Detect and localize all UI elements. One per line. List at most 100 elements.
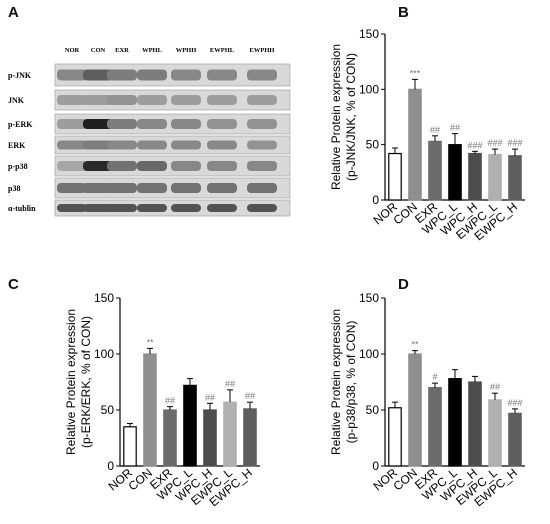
blot-band	[107, 183, 137, 193]
blot-row-label: p-p38	[8, 162, 28, 171]
blot-band	[207, 69, 237, 81]
blot-band	[247, 69, 277, 81]
blot-band	[83, 183, 113, 193]
blot-band	[247, 140, 277, 150]
y-tick-label: 150	[359, 291, 379, 305]
blot-band	[247, 204, 277, 212]
western-blot-image: NOR CON EXR WPHL WPHH EWPHL EWPHH p-JNK JNK p-ERK…	[8, 47, 291, 217]
bar	[468, 152, 482, 201]
bar	[203, 409, 217, 467]
blot-band	[247, 161, 277, 171]
lane-label-6: EWPHL	[210, 47, 235, 54]
blot-band	[83, 204, 113, 212]
blot-band	[137, 69, 167, 81]
blot-row-label: p-ERK	[8, 120, 33, 129]
bar	[508, 412, 522, 467]
blot-band	[83, 69, 113, 81]
blot-row-label: p-JNK	[8, 71, 32, 80]
significance-label: ##	[490, 382, 500, 392]
blot-band	[107, 95, 137, 105]
y-tick-label: 50	[101, 403, 115, 417]
lane-label-5: WPHH	[176, 47, 197, 54]
blot-band	[107, 69, 137, 81]
blot-band	[83, 119, 113, 129]
y-tick-label: 50	[366, 138, 380, 152]
blot-row-label: ERK	[8, 141, 26, 150]
significance-label: ##	[245, 391, 255, 401]
y-tick-label: 100	[94, 347, 114, 361]
blot-band	[137, 95, 167, 105]
blot-band	[171, 183, 201, 193]
blot-band	[107, 119, 137, 129]
bar	[408, 88, 422, 201]
y-tick-label: 50	[366, 403, 380, 417]
significance-label: ###	[467, 140, 482, 150]
blot-band	[137, 183, 167, 193]
bar	[468, 381, 482, 467]
blot-band	[207, 119, 237, 129]
bar	[388, 152, 402, 201]
blot-band	[57, 69, 87, 81]
blot-band	[171, 204, 201, 212]
blot-band	[83, 161, 113, 171]
blot-band	[137, 161, 167, 171]
blot-band	[57, 95, 87, 105]
blot-band	[107, 161, 137, 171]
blot-band	[247, 119, 277, 129]
lane-label-4: WPHL	[142, 47, 163, 54]
bar	[143, 353, 157, 467]
blot-row-label: JNK	[8, 96, 25, 105]
chart-c: 0 50 100 150 Relative Protein expression (p-E…	[64, 291, 260, 509]
y-tick-label: 0	[107, 459, 114, 473]
bar	[243, 408, 257, 467]
significance-label: ##	[225, 379, 235, 389]
blot-band	[207, 161, 237, 171]
significance-label: ###	[507, 138, 522, 148]
significance-label: ##	[430, 125, 440, 135]
blot-band	[247, 95, 277, 105]
blot-row-label: α-tublin	[8, 204, 36, 213]
bar	[488, 154, 502, 201]
blot-band	[171, 161, 201, 171]
y-axis-label-line1: Relative Protein expression	[329, 44, 343, 190]
y-tick-label: 0	[372, 193, 379, 207]
y-axis-label-line2: (p-ERK/ERK, % of CON)	[79, 316, 93, 448]
blot-band	[107, 204, 137, 212]
bar	[448, 378, 462, 467]
bar	[223, 401, 237, 467]
y-tick-label: 0	[372, 459, 379, 473]
panel-label-c: C	[8, 276, 19, 293]
blot-band	[83, 95, 113, 105]
significance-label: ***	[410, 68, 421, 78]
blot-band	[171, 69, 201, 81]
y-tick-label: 100	[359, 347, 379, 361]
bar	[488, 399, 502, 467]
significance-label: ##	[165, 396, 175, 406]
bar	[508, 155, 522, 201]
blot-band	[57, 183, 87, 193]
blot-band	[57, 161, 87, 171]
y-tick-label: 100	[359, 82, 379, 96]
blot-band	[207, 95, 237, 105]
blot-band	[83, 140, 113, 150]
chart-b: 0 50 100 150 Relative Protein expression (p-J…	[329, 27, 525, 243]
y-axis-label-line2: (p-p38/p38, % of CON)	[344, 321, 358, 444]
significance-label: **	[146, 337, 154, 347]
blot-band	[247, 183, 277, 193]
y-axis-label-line1: Relative Protein expression	[329, 309, 343, 455]
bar	[163, 409, 177, 467]
y-tick-label: 150	[359, 27, 379, 41]
y-tick-label: 150	[94, 291, 114, 305]
blot-row-label: p38	[8, 184, 20, 193]
bar	[428, 386, 442, 467]
blot-band	[171, 95, 201, 105]
blot-band	[171, 119, 201, 129]
bar	[428, 140, 442, 201]
blot-band	[137, 204, 167, 212]
bar	[448, 144, 462, 201]
bar	[183, 384, 197, 467]
significance-label: ##	[450, 123, 460, 133]
bar	[388, 407, 402, 467]
panel-label-d: D	[398, 276, 409, 293]
chart-d: 0 50 100 150 Relative Protein expression (p-p…	[329, 291, 525, 509]
